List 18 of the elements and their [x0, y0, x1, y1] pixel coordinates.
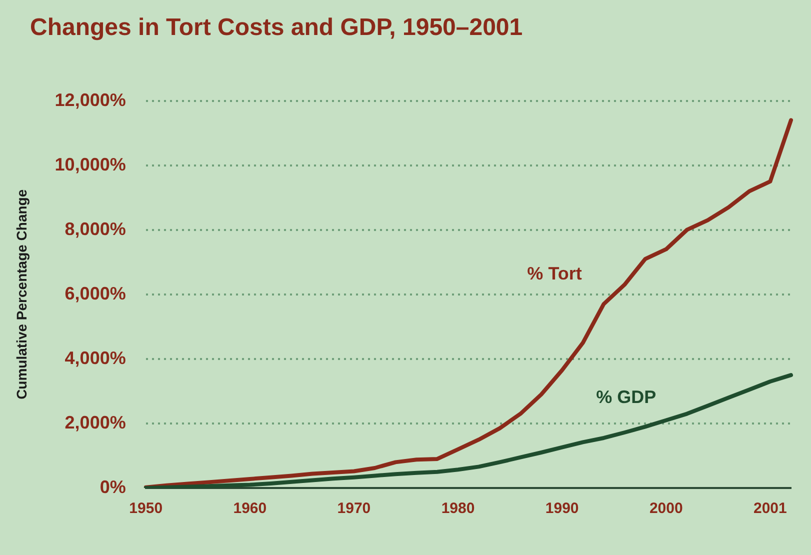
chart-title: Changes in Tort Costs and GDP, 1950–2001	[30, 14, 523, 42]
x-tick-label: 1970	[337, 500, 371, 518]
x-tick-label: 2001	[754, 500, 787, 518]
series-label: % GDP	[596, 387, 656, 408]
y-tick-label: 4,000%	[64, 348, 126, 368]
x-tick-label: 1990	[545, 500, 579, 518]
x-tick-label: 1950	[129, 500, 163, 518]
y-axis-title: Cumulative Percentage Change	[13, 189, 30, 400]
y-tick-label: 6,000%	[64, 283, 126, 304]
y-tick-label: 10,000%	[54, 154, 126, 174]
series-label: % Tort	[527, 264, 582, 284]
y-tick-label: 0%	[100, 476, 126, 497]
y-tick-label: 8,000%	[64, 218, 126, 239]
x-tick-label: 1960	[233, 500, 267, 518]
x-tick-label: 2000	[649, 500, 683, 518]
y-tick-label: 2,000%	[64, 412, 126, 432]
x-tick-label: 1980	[441, 500, 475, 518]
y-tick-label: 12,000%	[54, 90, 126, 110]
